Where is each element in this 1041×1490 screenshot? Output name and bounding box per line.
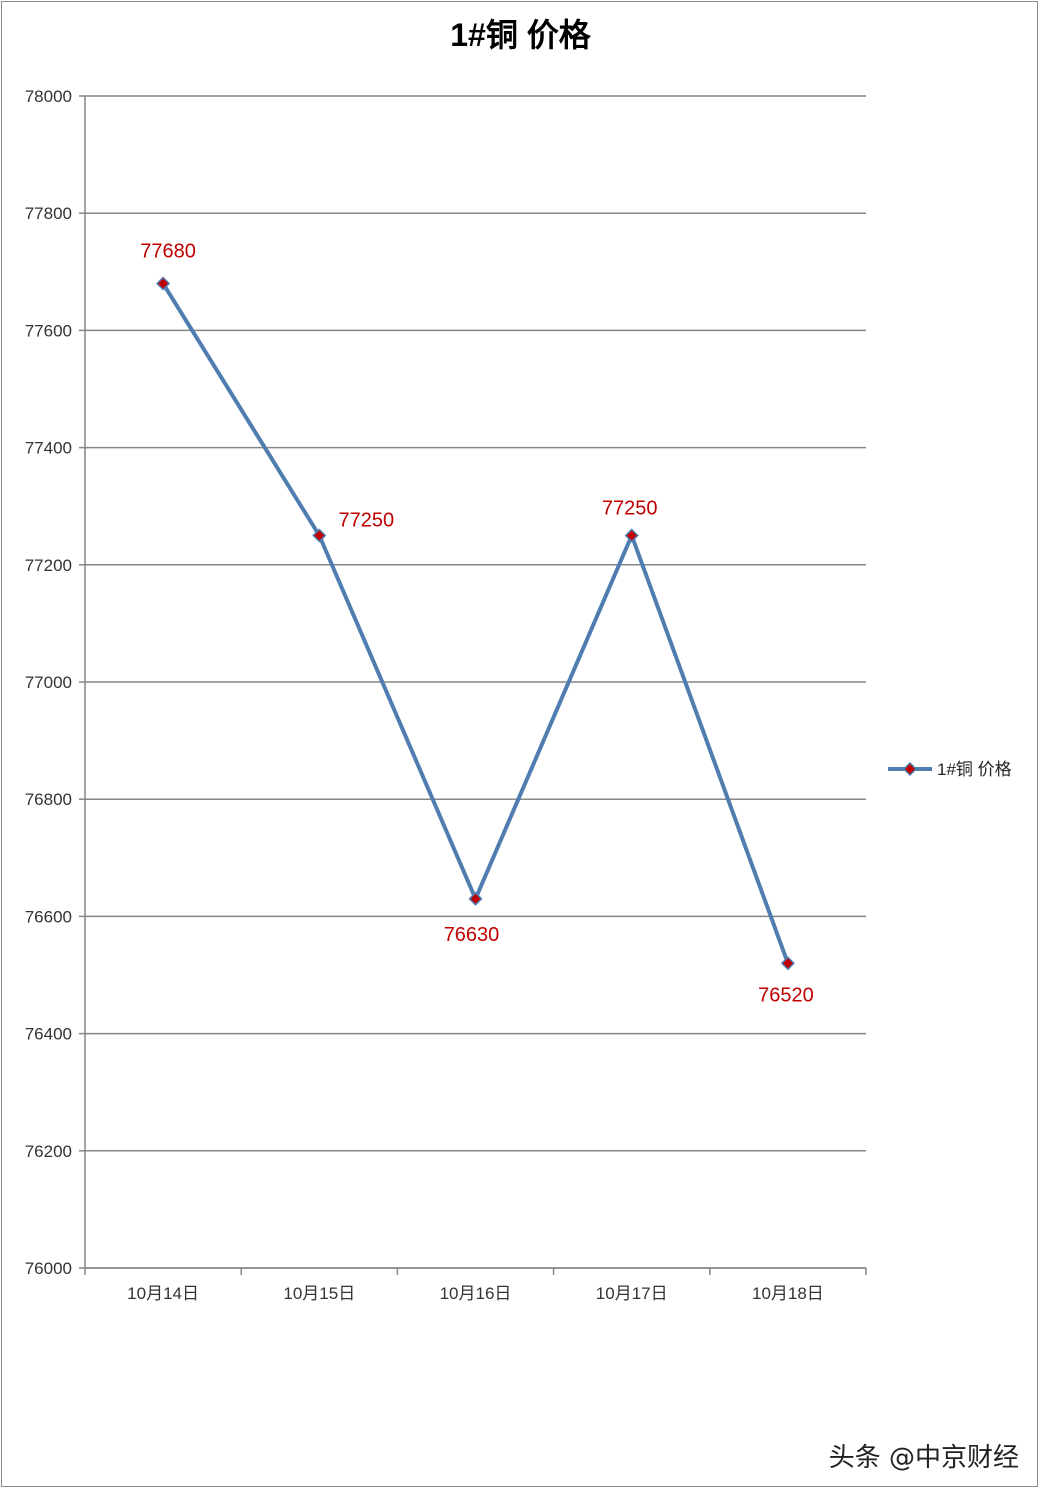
x-tick-label: 10月14日 — [127, 1284, 199, 1303]
y-tick-label: 76200 — [25, 1142, 72, 1161]
data-point-marker — [312, 528, 327, 543]
x-tick-label: 10月18日 — [752, 1284, 824, 1303]
y-tick-label: 77200 — [25, 556, 72, 575]
y-tick-label: 78000 — [25, 87, 72, 106]
chart-title: 1#铜 价格 — [450, 17, 591, 53]
x-tick-label: 10月15日 — [283, 1284, 355, 1303]
data-label: 76630 — [444, 924, 500, 946]
x-tick-label: 10月17日 — [596, 1284, 668, 1303]
y-tick-label: 76400 — [25, 1025, 72, 1044]
data-point-marker — [780, 956, 795, 971]
y-tick-label: 76600 — [25, 907, 72, 926]
x-tick-label: 10月16日 — [440, 1284, 512, 1303]
data-label: 77250 — [602, 498, 658, 520]
legend-label: 1#铜 价格 — [937, 760, 1012, 779]
y-tick-label: 77600 — [25, 321, 72, 340]
y-tick-label: 77000 — [25, 673, 72, 692]
y-tick-label: 76800 — [25, 790, 72, 809]
data-label: 77250 — [338, 510, 394, 532]
data-point-marker — [156, 276, 171, 291]
data-label: 76520 — [758, 984, 814, 1006]
y-tick-label: 77400 — [25, 439, 72, 458]
legend-marker-swatch — [902, 761, 918, 777]
watermark: 头条 @中京财经 — [828, 1443, 1019, 1473]
data-point-marker — [468, 891, 483, 906]
series-line — [161, 282, 790, 964]
y-tick-label: 77800 — [25, 204, 72, 223]
y-tick-label: 76000 — [25, 1259, 72, 1278]
data-point-marker — [624, 528, 639, 543]
data-label: 77680 — [140, 241, 196, 263]
